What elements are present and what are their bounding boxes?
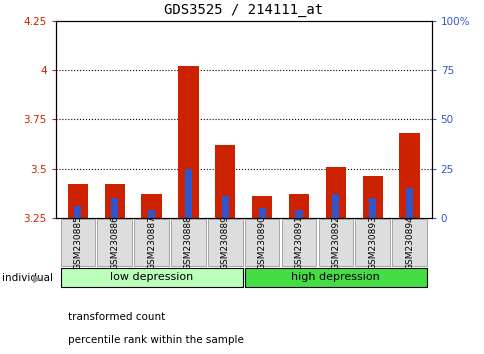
- Title: GDS3525 / 214111_at: GDS3525 / 214111_at: [164, 4, 323, 17]
- Bar: [332, 194, 339, 218]
- Text: GSM230885: GSM230885: [73, 215, 82, 270]
- Bar: [105, 184, 124, 218]
- Text: low depression: low depression: [110, 273, 193, 282]
- Bar: [258, 208, 265, 218]
- FancyBboxPatch shape: [355, 219, 389, 266]
- Text: GSM230890: GSM230890: [257, 215, 266, 270]
- Text: ▶: ▶: [33, 274, 42, 284]
- Text: GSM230892: GSM230892: [331, 215, 340, 270]
- Text: percentile rank within the sample: percentile rank within the sample: [68, 335, 243, 345]
- Bar: [325, 167, 345, 218]
- Bar: [252, 196, 272, 218]
- FancyBboxPatch shape: [244, 219, 279, 266]
- Text: GSM230893: GSM230893: [367, 215, 377, 270]
- Bar: [215, 145, 235, 218]
- Text: GSM230886: GSM230886: [110, 215, 119, 270]
- Bar: [148, 210, 155, 218]
- Text: GSM230888: GSM230888: [183, 215, 193, 270]
- FancyBboxPatch shape: [60, 219, 95, 266]
- FancyBboxPatch shape: [60, 268, 242, 287]
- Bar: [399, 133, 419, 218]
- Bar: [288, 194, 308, 218]
- FancyBboxPatch shape: [97, 219, 132, 266]
- FancyBboxPatch shape: [281, 219, 316, 266]
- Bar: [74, 206, 81, 218]
- Bar: [295, 210, 302, 218]
- Bar: [111, 198, 118, 218]
- Text: high depression: high depression: [291, 273, 379, 282]
- Bar: [405, 188, 412, 218]
- Text: individual: individual: [2, 273, 53, 283]
- FancyBboxPatch shape: [208, 219, 242, 266]
- Bar: [178, 67, 198, 218]
- FancyBboxPatch shape: [318, 219, 352, 266]
- FancyBboxPatch shape: [134, 219, 168, 266]
- Bar: [184, 169, 192, 218]
- Bar: [141, 194, 161, 218]
- Bar: [68, 184, 88, 218]
- Bar: [368, 198, 376, 218]
- Text: GSM230889: GSM230889: [220, 215, 229, 270]
- FancyBboxPatch shape: [392, 219, 426, 266]
- Text: GSM230887: GSM230887: [147, 215, 156, 270]
- Text: GSM230894: GSM230894: [404, 215, 413, 270]
- Bar: [221, 196, 228, 218]
- FancyBboxPatch shape: [244, 268, 426, 287]
- Text: GSM230891: GSM230891: [294, 215, 303, 270]
- Bar: [362, 176, 382, 218]
- Text: transformed count: transformed count: [68, 312, 165, 322]
- FancyBboxPatch shape: [171, 219, 205, 266]
